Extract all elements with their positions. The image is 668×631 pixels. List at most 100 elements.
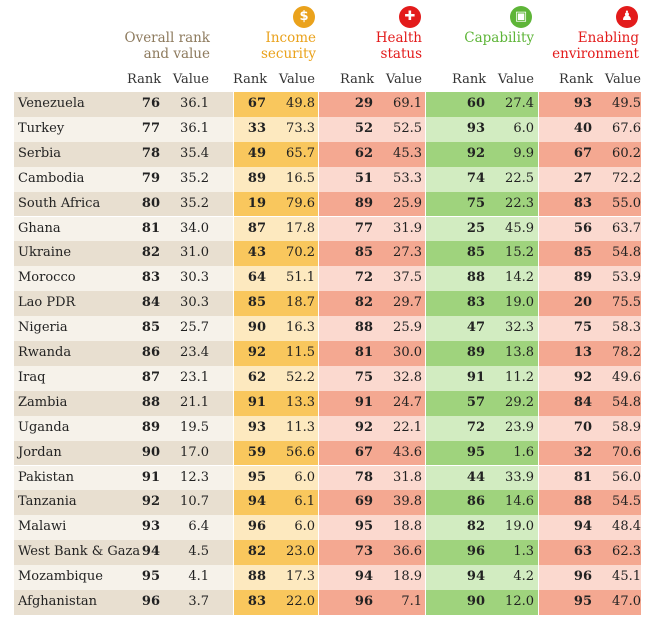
- rank-environment: 63: [573, 544, 592, 560]
- country-name: Iraq: [18, 369, 46, 385]
- cell-bg-environment: [539, 216, 641, 242]
- value-health: 30.0: [393, 345, 422, 360]
- value-environment: 72.2: [612, 170, 641, 186]
- cell-bg-capability: [426, 191, 538, 217]
- country-name: Serbia: [18, 145, 62, 161]
- rank-overall: 77: [141, 120, 160, 136]
- cell-bg-overall: [14, 141, 233, 167]
- cell-bg-health: [319, 116, 425, 142]
- value-overall: 10.7: [180, 494, 209, 510]
- value-overall: 19.5: [180, 419, 209, 435]
- header-env-line2: environment: [552, 46, 639, 62]
- value-health: 45.3: [393, 145, 422, 161]
- cell-bg-health: [319, 565, 425, 590]
- value-environment: 60.2: [612, 145, 641, 161]
- value-environment: 78.2: [612, 345, 641, 360]
- table-row: Ukraine 82 31.0 43 70.2 85 27.3 85 15.2 85 54.8: [14, 241, 641, 267]
- value-environment: 63.7: [612, 220, 641, 236]
- header-overall-line2: and value: [143, 46, 210, 62]
- country-name: Rwanda: [18, 345, 72, 360]
- value-capability: 27.4: [505, 96, 534, 111]
- value-capability: 32.3: [505, 320, 534, 336]
- cell-bg-overall: [14, 565, 233, 590]
- rank-environment: 94: [573, 519, 592, 535]
- value-income: 23.0: [286, 544, 315, 560]
- cell-bg-environment: [539, 365, 641, 391]
- rank-environment: 20: [573, 295, 592, 311]
- table-row: West Bank & Gaza 94 4.5 82 23.0 73 36.6 96 1.3 63…: [14, 540, 641, 566]
- value-income: 18.7: [286, 295, 315, 311]
- cell-bg-capability: [426, 266, 538, 292]
- cell-bg-environment: [539, 266, 641, 292]
- value-overall: 25.7: [180, 320, 209, 336]
- rank-overall: 83: [141, 270, 160, 286]
- cell-bg-overall: [14, 316, 233, 341]
- cell-bg-income: [234, 141, 318, 167]
- cell-bg-environment: [539, 565, 641, 590]
- cell-bg-environment: [539, 191, 641, 217]
- cell-bg-income: [234, 465, 318, 491]
- rank-environment: 85: [573, 245, 592, 261]
- table-row: Pakistan 91 12.3 95 6.0 78 31.8 44 33.9 81 56.0: [14, 465, 641, 491]
- header-overall-line1: Overall rank: [124, 30, 211, 46]
- header-income-line2: security: [261, 46, 316, 62]
- value-overall: 21.1: [180, 394, 209, 410]
- value-health: 43.6: [393, 444, 422, 460]
- header-income-security: Income security: [232, 30, 316, 62]
- rank-capability: 86: [466, 494, 485, 510]
- rank-income: 49: [247, 145, 266, 161]
- value-income: 52.2: [286, 369, 315, 385]
- cell-bg-environment: [539, 291, 641, 317]
- rank-environment: 96: [573, 569, 592, 585]
- rank-environment: 56: [573, 220, 592, 236]
- value-income: 70.2: [286, 245, 315, 261]
- rank-income: 95: [247, 469, 266, 485]
- cell-bg-income: [234, 515, 318, 541]
- cell-bg-health: [319, 415, 425, 441]
- cell-bg-health: [319, 92, 425, 117]
- value-capability: 14.6: [505, 494, 534, 510]
- cell-bg-overall: [14, 365, 233, 391]
- value-overall: 12.3: [180, 469, 209, 485]
- rank-health: 52: [354, 120, 373, 136]
- cell-bg-capability: [426, 540, 538, 566]
- rank-capability: 92: [466, 145, 485, 161]
- cell-bg-capability: [426, 166, 538, 192]
- value-capability: 6.0: [513, 120, 534, 136]
- cell-bg-capability: [426, 390, 538, 416]
- table-row: Jordan 90 17.0 59 56.6 67 43.6 95 1.6 32 70.6: [14, 440, 641, 466]
- country-name: Uganda: [18, 419, 70, 435]
- value-overall: 36.1: [180, 120, 209, 136]
- rank-environment: 93: [573, 96, 592, 111]
- subheader-value-capability: Value: [497, 72, 534, 87]
- cell-bg-health: [319, 490, 425, 516]
- country-name: Zambia: [18, 394, 68, 410]
- value-overall: 30.3: [180, 295, 209, 311]
- value-overall: 36.1: [180, 96, 209, 111]
- value-capability: 9.9: [513, 145, 534, 161]
- briefcase-icon: ▣: [510, 6, 532, 28]
- cell-bg-environment: [539, 390, 641, 416]
- value-environment: 54.5: [612, 494, 641, 510]
- cell-bg-capability: [426, 341, 538, 366]
- rank-capability: 94: [466, 569, 485, 585]
- rank-health: 82: [354, 295, 373, 311]
- country-name: Jordan: [18, 444, 62, 460]
- rank-income: 96: [247, 519, 266, 535]
- header-capability: Capability: [432, 30, 534, 46]
- cell-bg-capability: [426, 365, 538, 391]
- rank-overall: 91: [141, 469, 160, 485]
- rank-income: 89: [247, 170, 266, 186]
- header-enabling-environment: Enabling environment: [545, 30, 639, 62]
- rank-capability: 57: [466, 394, 485, 410]
- cell-bg-health: [319, 316, 425, 341]
- cell-bg-capability: [426, 490, 538, 516]
- value-income: 6.0: [294, 519, 315, 535]
- value-income: 11.5: [286, 345, 315, 360]
- cell-bg-health: [319, 365, 425, 391]
- value-environment: 53.9: [612, 270, 641, 286]
- rank-health: 88: [354, 320, 373, 336]
- rank-capability: 89: [466, 345, 485, 360]
- cell-bg-environment: [539, 540, 641, 566]
- medical-cross-icon: ✚: [399, 6, 421, 28]
